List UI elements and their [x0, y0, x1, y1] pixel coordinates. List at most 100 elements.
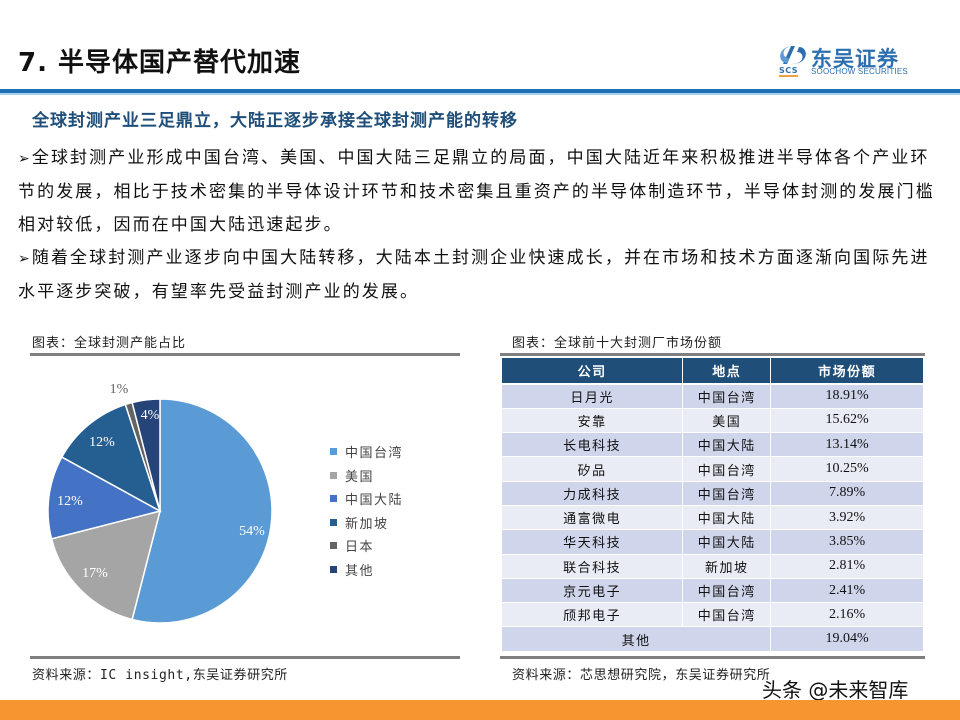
legend-item: 中国台湾 — [330, 440, 403, 464]
company-cell: 通富微电 — [502, 505, 684, 531]
legend-label: 美国 — [345, 469, 375, 485]
table-row-other: 其他 19.04% — [502, 626, 924, 652]
company-cell: 长电科技 — [502, 432, 684, 458]
right-figure-bottom-rule — [500, 656, 925, 659]
arrow-bullet-icon: ➢ — [18, 151, 32, 167]
location-cell: 美国 — [682, 408, 772, 434]
footer-bar — [0, 700, 960, 720]
legend-item: 日本 — [330, 534, 403, 558]
header-location: 地点 — [682, 358, 772, 385]
right-source-note: 资料来源：芯思想研究院，东吴证券研究所 — [512, 668, 771, 683]
table-row: 颀邦电子 中国台湾 2.16% — [502, 602, 924, 628]
location-cell: 中国大陆 — [682, 432, 772, 458]
pie-data-label: 12% — [57, 494, 83, 509]
pie-data-label: 4% — [141, 408, 160, 423]
pie-data-label: 1% — [110, 382, 129, 397]
logo-mark-icon — [780, 46, 806, 64]
capacity-share-pie-chart: 54% 17% 12% 12% 1% 4% — [47, 382, 273, 624]
company-cell: 京元电子 — [502, 578, 684, 604]
legend-swatch-icon — [330, 448, 337, 456]
share-cell: 18.91% — [770, 384, 924, 409]
bullet-text: 全球封测产业形成中国台湾、美国、中国大陆三足鼎立的局面，中国大陆近年来积极推进半… — [18, 148, 935, 235]
table-row: 日月光 中国台湾 18.91% — [502, 384, 924, 409]
legend-label: 其他 — [345, 563, 375, 579]
location-cell: 中国台湾 — [682, 456, 772, 482]
left-figure-bottom-rule — [30, 656, 460, 659]
legend-swatch-icon — [330, 565, 337, 573]
other-share-cell: 19.04% — [770, 626, 924, 652]
company-cell: 日月光 — [502, 384, 684, 409]
watermark: 头条 @未来智库 — [762, 678, 909, 702]
company-cell: 颀邦电子 — [502, 602, 684, 628]
legend-swatch-icon — [330, 495, 337, 503]
legend-swatch-icon — [330, 542, 337, 550]
table-row: 通富微电 中国大陆 3.92% — [502, 505, 924, 531]
location-cell: 中国大陆 — [682, 505, 772, 531]
location-cell: 中国台湾 — [682, 602, 772, 628]
other-label-cell: 其他 — [502, 626, 772, 652]
logo-cn: 东吴证券 — [811, 47, 899, 71]
left-figure-top-rule — [30, 353, 460, 356]
bullet-text: 随着全球封测产业逐步向中国大陆转移，大陆本土封测企业快速成长，并在市场和技术方面… — [18, 248, 930, 302]
logo-scs: SCS — [779, 66, 799, 77]
legend-swatch-icon — [330, 518, 337, 526]
share-cell: 7.89% — [770, 481, 924, 506]
table-row: 联合科技 新加坡 2.81% — [502, 554, 924, 579]
share-cell: 10.25% — [770, 456, 924, 482]
table-row: 京元电子 中国台湾 2.41% — [502, 578, 924, 604]
location-cell: 新加坡 — [682, 554, 772, 579]
legend-item: 其他 — [330, 558, 403, 582]
share-cell: 2.41% — [770, 578, 924, 604]
table-row: 长电科技 中国大陆 13.14% — [502, 432, 924, 458]
page-title: 7. 半导体国产替代加速 — [18, 48, 302, 78]
left-figure-caption: 图表：全球封测产能占比 — [32, 336, 187, 351]
legend-label: 中国台湾 — [345, 446, 404, 462]
header-company: 公司 — [502, 358, 684, 385]
legend-label: 日本 — [345, 540, 375, 556]
pie-slice-3 — [60, 403, 162, 513]
legend-item: 美国 — [330, 464, 403, 488]
table-row: 安靠 美国 15.62% — [502, 408, 924, 434]
share-cell: 2.81% — [770, 554, 924, 579]
company-logo: SCS 东吴证券 SOOCHOW SECURITIES — [775, 42, 925, 78]
table-row: 力成科技 中国台湾 7.89% — [502, 481, 924, 506]
legend-item: 新加坡 — [330, 511, 403, 535]
right-figure-caption: 图表：全球前十大封测厂市场份额 — [512, 336, 723, 351]
legend-swatch-icon — [330, 471, 337, 479]
table-row: 华天科技 中国大陆 3.85% — [502, 529, 924, 555]
bullet-list: ➢全球封测产业形成中国台湾、美国、中国大陆三足鼎立的局面，中国大陆近年来积极推进… — [18, 142, 938, 309]
pie-legend: 中国台湾美国中国大陆新加坡日本其他 — [330, 440, 403, 581]
share-cell: 2.16% — [770, 602, 924, 628]
pie-slice-1 — [50, 509, 162, 621]
legend-label: 新加坡 — [345, 516, 389, 532]
bullet-item: ➢随着全球封测产业逐步向中国大陆转移，大陆本土封测企业快速成长，并在市场和技术方… — [18, 242, 938, 309]
location-cell: 中国台湾 — [682, 481, 772, 506]
logo-en: SOOCHOW SECURITIES — [811, 67, 908, 76]
location-cell: 中国台湾 — [682, 384, 772, 409]
arrow-bullet-icon: ➢ — [18, 251, 32, 267]
section-heading: 全球封测产业三足鼎立，大陆正逐步承接全球封测产能的转移 — [32, 111, 518, 131]
header-market-share: 市场份额 — [770, 358, 924, 385]
company-cell: 矽品 — [502, 456, 684, 482]
right-figure-top-rule — [500, 353, 925, 356]
table-header-row: 公司 地点 市场份额 — [502, 358, 924, 385]
pie-slice-2 — [47, 456, 163, 540]
pie-data-label: 12% — [89, 435, 115, 450]
location-cell: 中国大陆 — [682, 529, 772, 555]
share-cell: 15.62% — [770, 408, 924, 434]
share-cell: 13.14% — [770, 432, 924, 458]
market-share-table: 公司 地点 市场份额 日月光 中国台湾 18.91% 安靠 美国 15.62% 长电科技 中国… — [502, 358, 924, 652]
pie-slice-5 — [131, 398, 161, 512]
legend-item: 中国大陆 — [330, 487, 403, 511]
pie-slice-0 — [131, 398, 273, 624]
location-cell: 中国台湾 — [682, 578, 772, 604]
legend-label: 中国大陆 — [345, 493, 404, 509]
header-rule — [0, 89, 960, 93]
share-cell: 3.85% — [770, 529, 924, 555]
company-cell: 华天科技 — [502, 529, 684, 555]
bullet-item: ➢全球封测产业形成中国台湾、美国、中国大陆三足鼎立的局面，中国大陆近年来积极推进… — [18, 142, 938, 242]
company-cell: 力成科技 — [502, 481, 684, 506]
header-rule-light — [0, 93, 960, 95]
pie-data-label: 17% — [82, 566, 108, 581]
company-cell: 联合科技 — [502, 554, 684, 579]
